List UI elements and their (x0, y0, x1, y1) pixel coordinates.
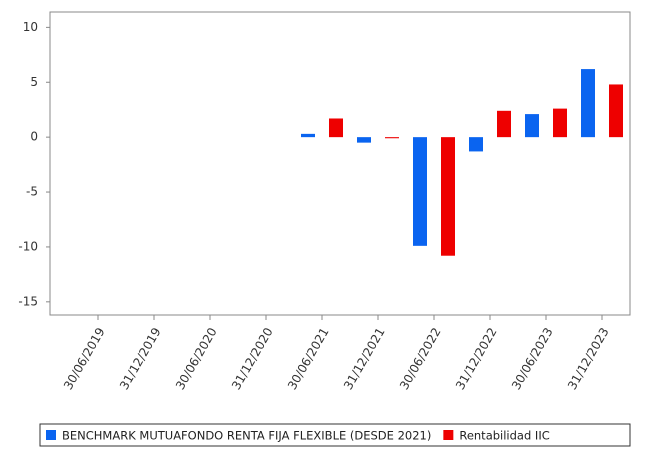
x-tick-label: 31/12/2021 (341, 325, 388, 392)
bar (553, 108, 567, 138)
y-tick-label: 0 (30, 130, 38, 144)
x-tick-label: 31/12/2019 (117, 325, 164, 392)
x-tick-label: 30/06/2020 (173, 325, 220, 392)
legend-swatch (443, 430, 454, 440)
x-tick-label: 31/12/2022 (453, 325, 500, 392)
bar (385, 137, 399, 139)
x-tick-label: 30/06/2019 (61, 325, 108, 392)
legend-swatch (46, 430, 56, 440)
bar (609, 84, 623, 138)
y-tick-label: 10 (23, 20, 38, 34)
x-tick-label: 30/06/2022 (397, 325, 444, 392)
x-tick-label: 31/12/2020 (229, 325, 276, 392)
plot-frame (49, 11, 631, 316)
bar (441, 137, 455, 256)
bar (525, 114, 539, 138)
y-tick-label: -10 (18, 239, 38, 253)
bar (581, 69, 595, 138)
y-tick-label: -15 (18, 294, 38, 308)
bar (413, 137, 427, 246)
bar (329, 118, 343, 138)
bar (497, 110, 511, 138)
legend-text: Rentabilidad IIC (459, 429, 549, 443)
y-tick-label: -5 (26, 185, 38, 199)
bar (469, 137, 483, 152)
legend-text: BENCHMARK MUTUAFONDO RENTA FIJA FLEXIBLE… (62, 429, 431, 443)
bar (357, 137, 371, 143)
y-tick-label: 5 (30, 75, 38, 89)
x-tick-label: 31/12/2023 (565, 325, 612, 392)
bar (301, 133, 315, 138)
legend-box (39, 423, 631, 447)
x-tick-label: 30/06/2021 (285, 325, 332, 392)
x-tick-label: 30/06/2023 (509, 325, 556, 392)
